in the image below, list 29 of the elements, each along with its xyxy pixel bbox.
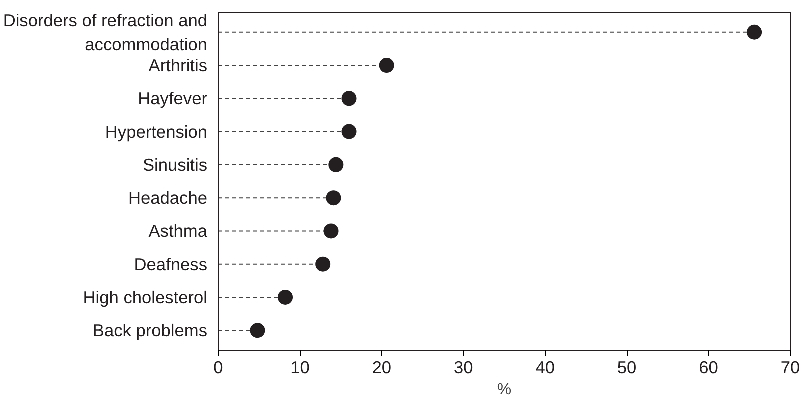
x-axis-title: % — [497, 382, 512, 398]
y-tick-label: Back problems — [92, 320, 208, 341]
x-tick-label: 60 — [699, 358, 718, 378]
x-tick-label: 10 — [290, 358, 310, 378]
point — [328, 157, 344, 172]
y-tick-label: Arthritis — [148, 56, 208, 76]
point — [250, 323, 266, 338]
y-tick-label: Hypertension — [105, 122, 208, 142]
x-tick-label: 40 — [536, 358, 555, 378]
point — [379, 58, 394, 74]
y-tick-label: Deafness — [134, 254, 208, 274]
y-tick-label: Disorders of refraction and accommodation — [3, 10, 208, 54]
y-tick-label: Hayfever — [138, 88, 208, 109]
point — [316, 256, 331, 272]
x-tick-label: 50 — [617, 358, 637, 378]
point — [342, 91, 357, 106]
y-tick-label: Asthma — [148, 221, 208, 242]
point — [278, 290, 294, 305]
x-tick-label: 20 — [372, 358, 392, 378]
x-tick-label: 0 — [214, 358, 224, 378]
x-tick-label: 70 — [780, 358, 800, 378]
point — [326, 190, 342, 206]
y-tick-label: High cholesterol — [83, 287, 208, 308]
y-tick-label: Sinusitis — [142, 154, 208, 175]
point — [324, 224, 339, 239]
x-tick-label: 30 — [454, 358, 474, 378]
point — [747, 24, 762, 40]
point — [342, 124, 357, 140]
y-tick-label: Headache — [128, 188, 208, 208]
